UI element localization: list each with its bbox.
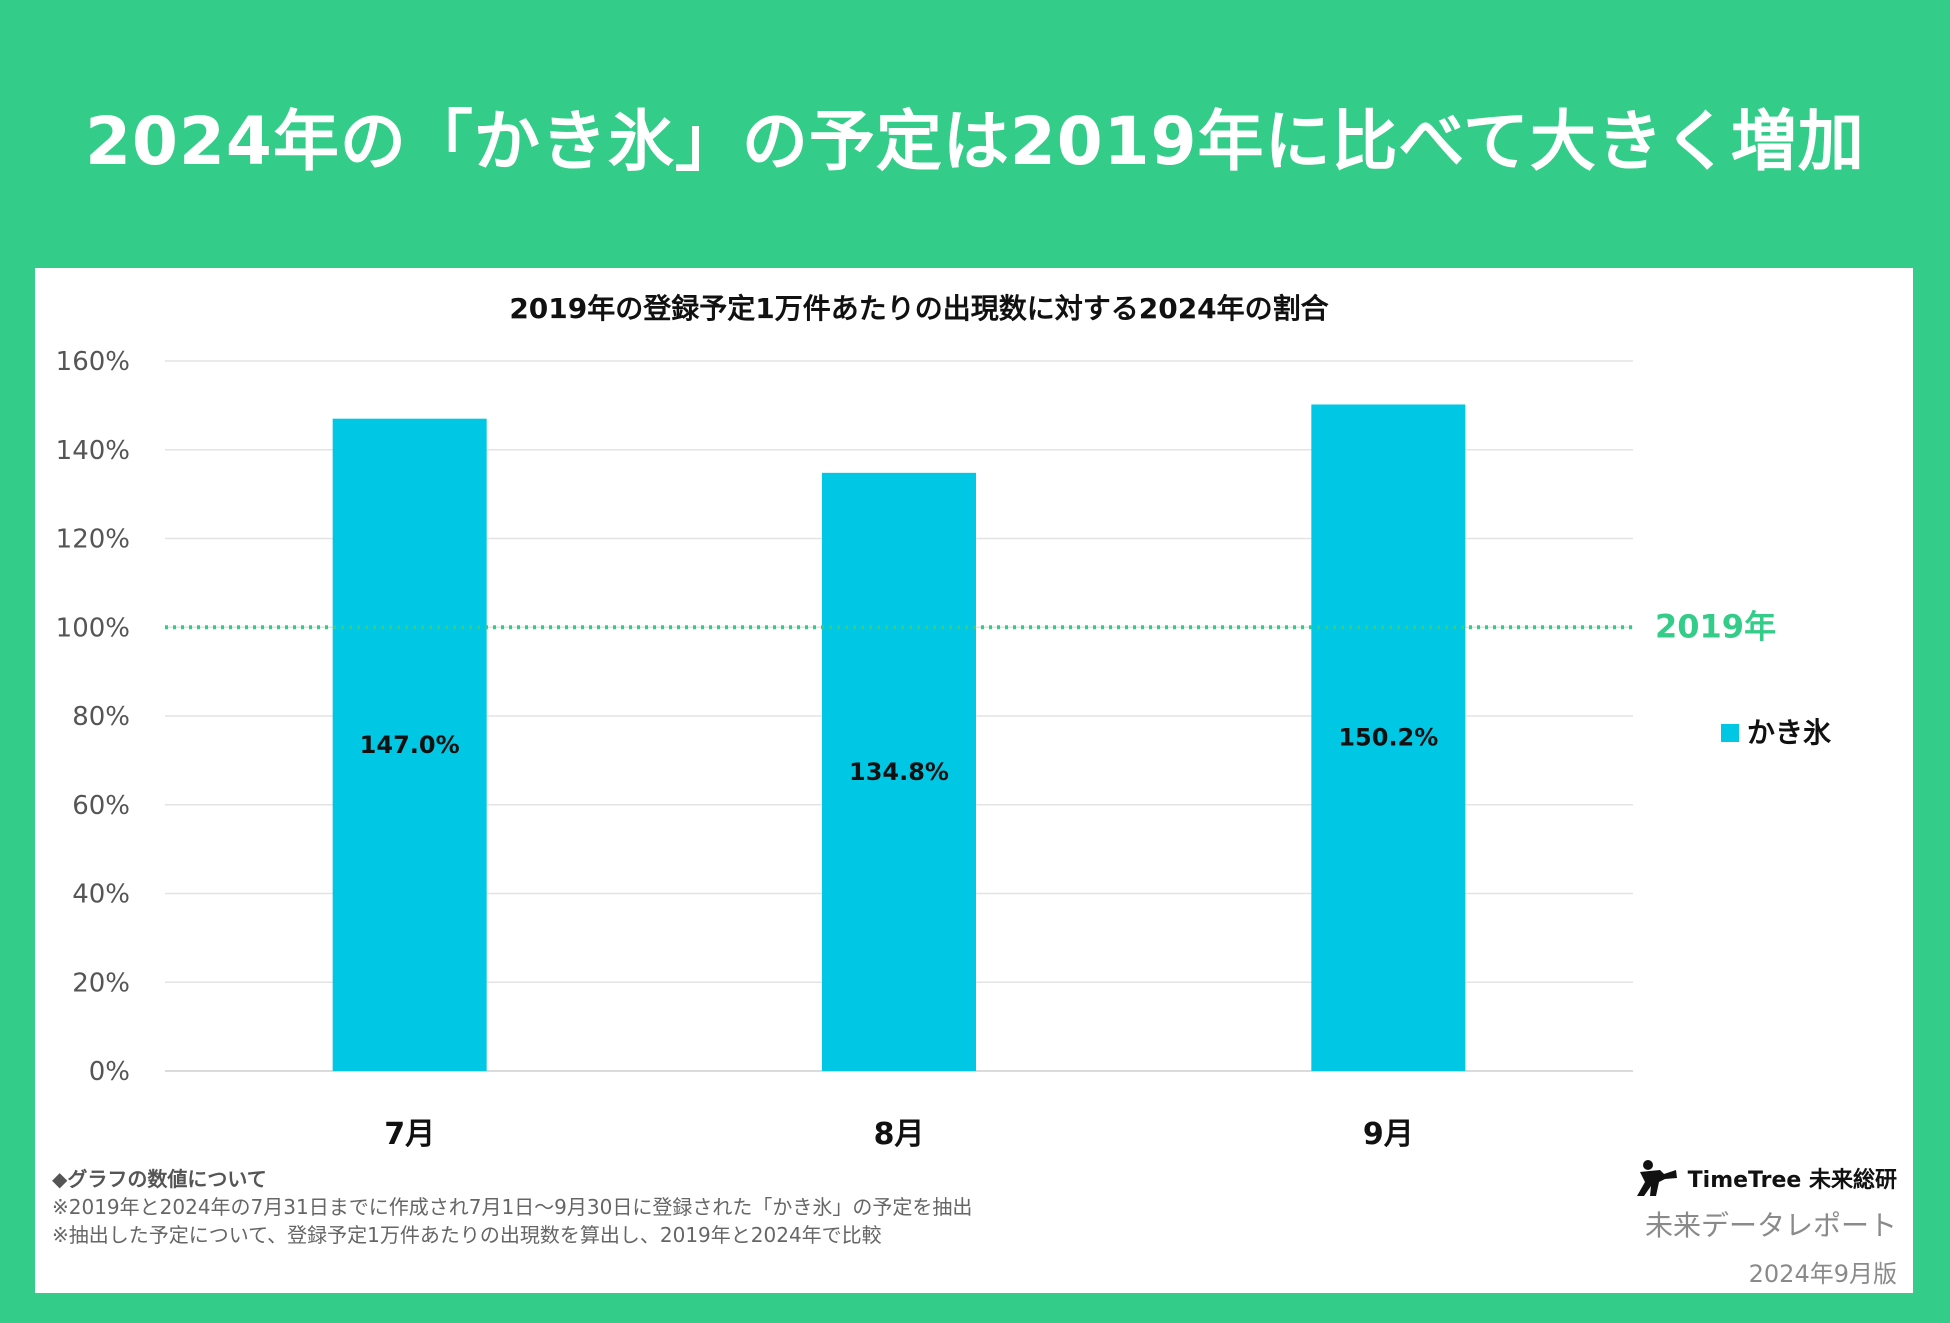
- notes-line: ※抽出した予定について、登録予定1万件あたりの出現数を算出し、2019年と202…: [52, 1223, 882, 1247]
- bar-1: [332, 418, 487, 1071]
- x-tick-label: 9月: [1363, 1117, 1414, 1148]
- brand-edition: 2024年9月版: [1748, 1260, 1897, 1288]
- brand-block: TimeTree 未来総研 未来データレポート 2024年9月版: [1634, 1158, 1897, 1289]
- brand-logo: TimeTree 未来総研: [1634, 1158, 1897, 1198]
- y-tick-label: 140%: [56, 436, 130, 466]
- notes-heading: ◆グラフの数値について: [52, 1167, 267, 1191]
- chart-panel: 2019年の登録予定1万件あたりの出現数に対する2024年の割合 0% 20% 40%…: [35, 268, 1913, 1293]
- bar-2: [822, 472, 976, 1071]
- y-tick-label: 20%: [72, 968, 130, 998]
- y-tick-label: 100%: [56, 613, 130, 643]
- notes-line: ※2019年と2024年の7月31日までに作成され7月1日〜9月30日に登録され…: [52, 1195, 973, 1219]
- bar-value-label: 147.0%: [360, 731, 460, 759]
- y-tick-label: 120%: [56, 525, 130, 555]
- photographer-logo-icon: [1636, 1160, 1677, 1196]
- legend-swatch: [1721, 724, 1739, 742]
- y-tick-label: 0%: [89, 1057, 130, 1087]
- brand-report-name: 未来データレポート: [1644, 1209, 1897, 1242]
- y-tick-label: 160%: [56, 347, 130, 377]
- brand-logo-text: TimeTree 未来総研: [1687, 1168, 1897, 1193]
- x-tick-label: 7月: [384, 1117, 435, 1148]
- chart-title: 2019年の登録予定1万件あたりの出現数に対する2024年の割合: [509, 292, 1329, 325]
- page-headline: 2024年の「かき氷」の予定は2019年に比べて大きく増加: [85, 103, 1865, 180]
- y-tick-label: 40%: [72, 880, 130, 910]
- y-tick-label: 80%: [72, 702, 130, 732]
- reference-line-label: 2019年: [1655, 607, 1776, 645]
- chart-notes: ◆グラフの数値について ※2019年と2024年の7月31日までに作成され7月1…: [52, 1165, 972, 1249]
- bar-3: [1311, 404, 1466, 1071]
- legend-label: かき氷: [1747, 716, 1832, 749]
- bar-value-label: 134.8%: [849, 758, 949, 786]
- y-tick-label: 60%: [72, 791, 130, 821]
- x-tick-label: 8月: [874, 1117, 925, 1148]
- bar-value-label: 150.2%: [1338, 724, 1438, 752]
- bar-chart: 2019年の登録予定1万件あたりの出現数に対する2024年の割合 0% 20% 40%…: [56, 292, 1832, 1148]
